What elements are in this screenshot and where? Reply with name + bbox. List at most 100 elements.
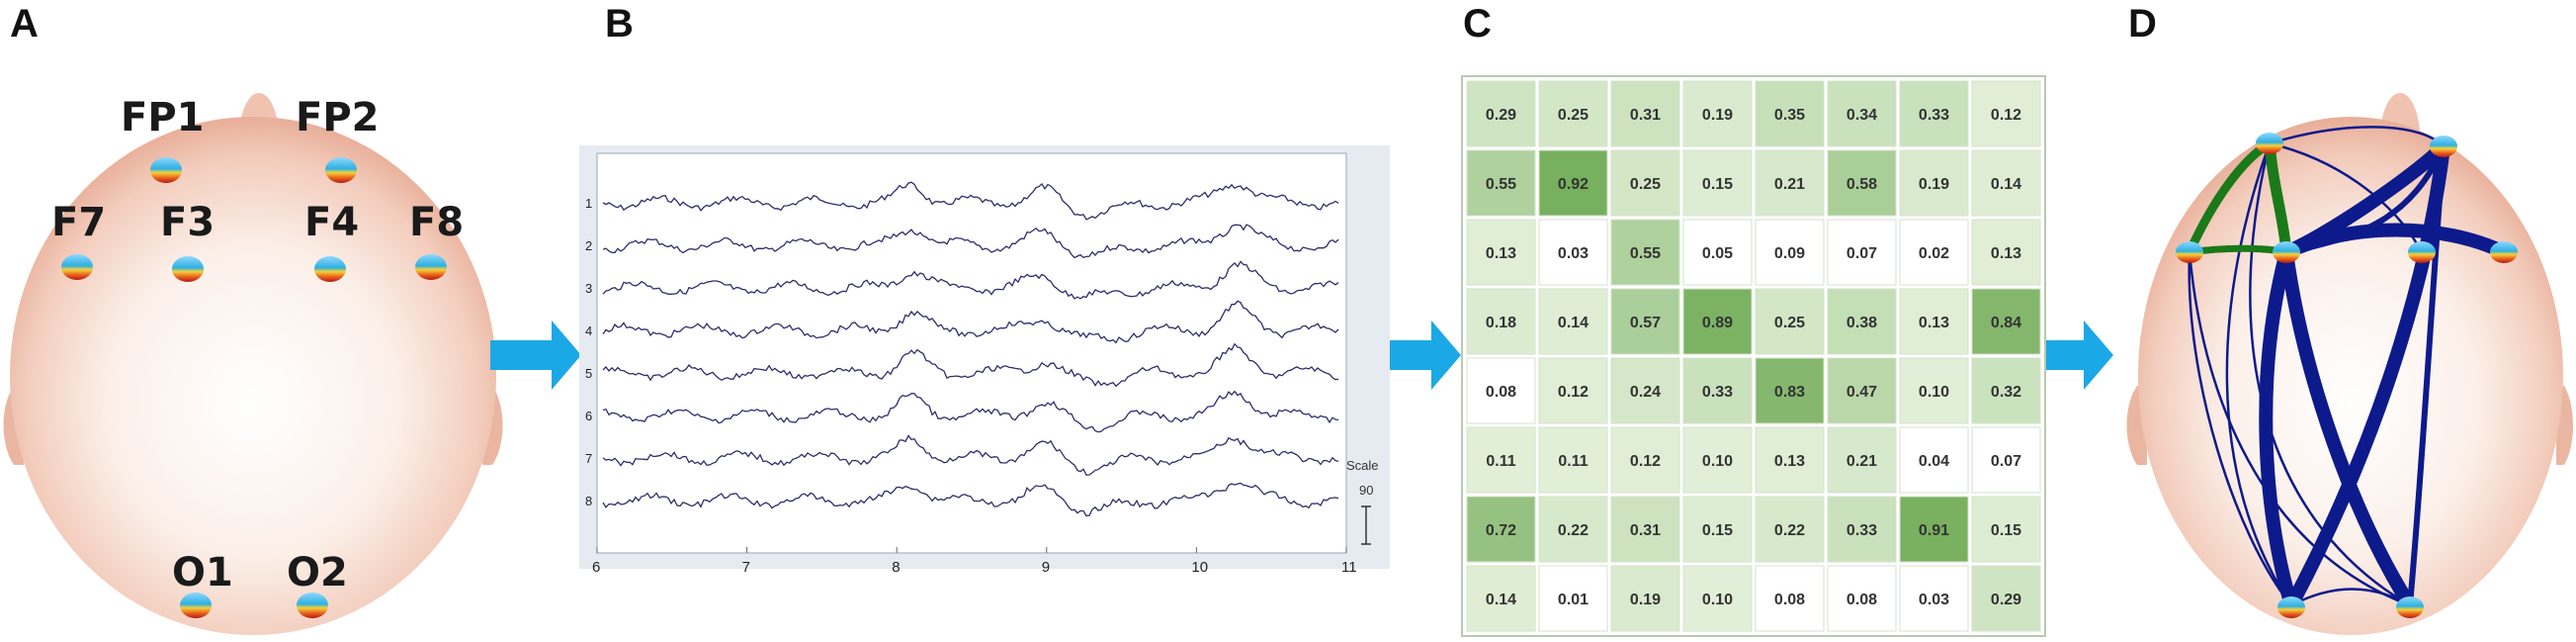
matrix-cell (1899, 219, 1969, 286)
matrix-cell-value: 0.22 (1774, 522, 1805, 539)
panel-a-head (3, 93, 503, 635)
matrix-cell-value: 0.13 (1774, 453, 1805, 470)
electrode-f4-label: F4 (304, 200, 359, 245)
panel-letter-a: A (10, 2, 39, 46)
panel-c-matrix: 0.29 0.25 0.31 0.19 0.35 0.34 0.33 0.12 0.55 0.92… (1461, 75, 2046, 637)
matrix-cell (1971, 496, 2041, 563)
matrix-cell-value: 0.10 (1702, 453, 1733, 470)
matrix-cell-value: 0.58 (1846, 176, 1877, 193)
electrode-o1-label: O1 (172, 550, 233, 596)
matrix-cell (1538, 80, 1608, 147)
matrix-cell (1827, 288, 1897, 355)
panel-letter-c: C (1463, 2, 1492, 46)
net-electrode-f7 (2176, 241, 2203, 263)
eeg-channel-label: 7 (585, 451, 592, 466)
electrode-f8: F8 (409, 200, 464, 280)
matrix-cell-value: 0.33 (1702, 384, 1733, 401)
electrode-fp2-marker (325, 157, 357, 183)
edge-f3-o1 (2259, 250, 2298, 608)
matrix-cell (1610, 496, 1680, 563)
matrix-cell-value: 0.55 (1486, 176, 1516, 193)
scale-label: Scale (1346, 458, 1379, 473)
matrix-cell (1610, 426, 1680, 494)
scale-value: 90 (1359, 483, 1373, 498)
electrode-o2-label: O2 (287, 550, 348, 596)
eeg-trace-1 (602, 181, 1339, 221)
matrix-cell-value: 0.13 (1991, 245, 2021, 262)
matrix-cell-value: 0.19 (1702, 107, 1733, 124)
eeg-x-tick-label: 8 (892, 559, 900, 576)
eeg-x-tick-label: 7 (742, 559, 750, 576)
matrix-cell-value: 0.72 (1486, 522, 1516, 539)
matrix-cell-value: 0.32 (1991, 384, 2021, 401)
electrode-f7-marker (61, 254, 93, 280)
matrix-cell-value: 0.55 (1630, 245, 1661, 262)
electrode-fp2: FP2 (296, 95, 379, 183)
eeg-channel-label: 1 (585, 196, 592, 211)
matrix-cell (1682, 496, 1753, 563)
matrix-cell-value: 0.14 (1991, 176, 2021, 193)
panel-letter-d: D (2128, 2, 2157, 46)
matrix-cell (1538, 357, 1608, 424)
matrix-cell (1682, 80, 1753, 147)
matrix-cell (1610, 288, 1680, 355)
matrix-cell (1755, 496, 1825, 563)
matrix-cell-value: 0.10 (1702, 592, 1733, 608)
net-electrode-fp2 (2430, 136, 2457, 157)
matrix-cell-value: 0.01 (1558, 592, 1589, 608)
arrow-b-to-c (1388, 321, 1461, 390)
net-electrode-f4 (2408, 241, 2436, 263)
edge-f3-o2 (2279, 251, 2416, 609)
matrix-cell (1971, 565, 2041, 632)
matrix-cell-value: 0.05 (1702, 245, 1733, 262)
electrode-fp1: FP1 (121, 95, 204, 183)
matrix-cell-value: 0.12 (1991, 107, 2021, 124)
matrix-cell-value: 0.11 (1558, 453, 1588, 470)
matrix-cell-value: 0.14 (1486, 592, 1516, 608)
matrix-cell (1899, 496, 1969, 563)
edge-fp1-o1 (2225, 142, 2293, 606)
matrix-cell (1610, 565, 1680, 632)
eeg-trace-6 (602, 390, 1339, 433)
eeg-plot-area (596, 152, 1347, 554)
matrix-cell-value: 0.07 (1846, 245, 1877, 262)
matrix-cell (1755, 80, 1825, 147)
matrix-cell (1682, 565, 1753, 632)
matrix-cell (1466, 496, 1536, 563)
matrix-cell-value: 0.15 (1702, 522, 1733, 539)
net-electrode-fp1 (2256, 133, 2283, 154)
eeg-x-tick-label: 11 (1341, 559, 1357, 576)
matrix-cell (1755, 426, 1825, 494)
matrix-cell (1466, 426, 1536, 494)
matrix-cell (1538, 149, 1608, 217)
matrix-cell-value: 0.13 (1919, 315, 1949, 331)
panel-b-eeg: 1 2 3 4 5 6 7 8 6 7 8 9 10 11 Scale 90 (579, 145, 1390, 576)
electrode-fp1-label: FP1 (121, 95, 204, 140)
eeg-x-axis: 6 7 8 9 10 11 (592, 547, 1357, 576)
matrix-cell (1899, 288, 1969, 355)
matrix-cell (1755, 219, 1825, 286)
panel-d-network (2126, 93, 2573, 635)
electrode-f7: F7 (51, 200, 106, 280)
matrix-cell-value: 0.19 (1919, 176, 1949, 193)
matrix-cell (1827, 149, 1897, 217)
matrix-cell (1755, 357, 1825, 424)
eeg-traces (602, 181, 1339, 517)
matrix-cell-value: 0.83 (1774, 384, 1805, 401)
matrix-cell-value: 0.12 (1630, 453, 1661, 470)
matrix-cell-value: 0.03 (1558, 245, 1589, 262)
matrix-cell-value: 0.11 (1486, 453, 1515, 470)
matrix-cell (1755, 288, 1825, 355)
matrix-cell-value: 0.33 (1919, 107, 1949, 124)
matrix-cell-value: 0.29 (1486, 107, 1516, 124)
electrode-fp2-label: FP2 (296, 95, 379, 140)
matrix-cell (1538, 219, 1608, 286)
matrix-cell (1827, 357, 1897, 424)
matrix-cell (1682, 426, 1753, 494)
matrix-cell-value: 0.15 (1991, 522, 2021, 539)
matrix-cell (1971, 80, 2041, 147)
matrix-cell-value: 0.33 (1846, 522, 1877, 539)
matrix-cell (1899, 565, 1969, 632)
matrix-cell-value: 0.19 (1630, 592, 1661, 608)
electrode-f3-marker (172, 256, 204, 282)
